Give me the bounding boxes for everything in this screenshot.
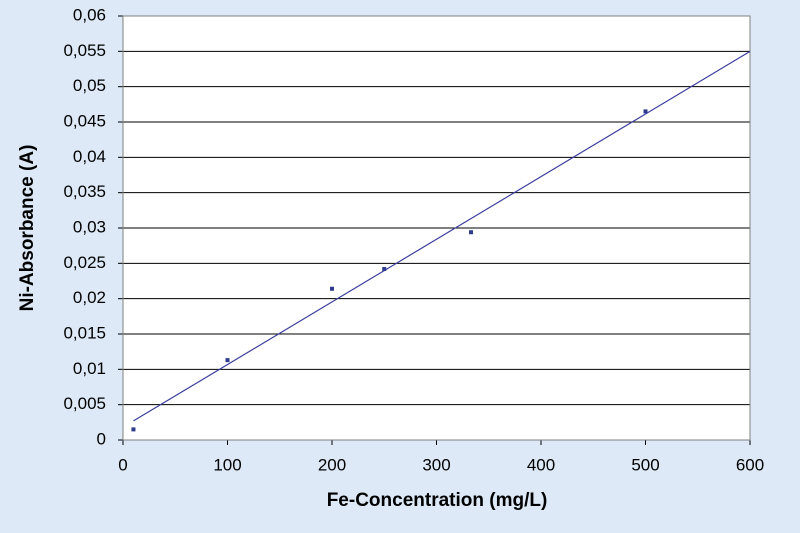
x-tick-label: 300 [422, 455, 450, 474]
x-tick-label: 400 [527, 455, 555, 474]
y-axis-title: Ni-Absorbance (A) [17, 145, 38, 312]
y-tick-label: 0,01 [73, 359, 106, 378]
point [131, 427, 136, 432]
y-tick-label: 0,03 [73, 217, 106, 236]
x-tick-label: 600 [736, 455, 764, 474]
x-axis-title: Fe-Concentration (mg/L) [327, 490, 548, 511]
y-tick-label: 0,05 [73, 76, 106, 95]
plot-border [122, 15, 751, 441]
trend-line [133, 50, 751, 422]
y-tick-label: 0,045 [63, 111, 106, 130]
point [382, 266, 387, 271]
y-tick-label: 0,04 [73, 147, 106, 166]
y-tick-label: 0,055 [63, 41, 106, 60]
y-tick-label: 0,025 [63, 253, 106, 272]
y-tick-label: 0,035 [63, 182, 106, 201]
x-tick-label: 0 [118, 455, 127, 474]
x-tick-label: 200 [318, 455, 346, 474]
point [468, 230, 473, 235]
point [643, 109, 648, 114]
point [225, 358, 230, 363]
point [330, 286, 334, 291]
x-tick-label: 100 [213, 455, 241, 474]
y-tick-label: 0,015 [63, 323, 106, 342]
y-tick-label: 0,005 [63, 394, 106, 413]
y-tick-label: 0 [97, 429, 106, 448]
y-tick-label: 0,02 [73, 288, 106, 307]
y-tick-label: 0,06 [73, 5, 106, 24]
x-tick-label: 500 [631, 455, 659, 474]
